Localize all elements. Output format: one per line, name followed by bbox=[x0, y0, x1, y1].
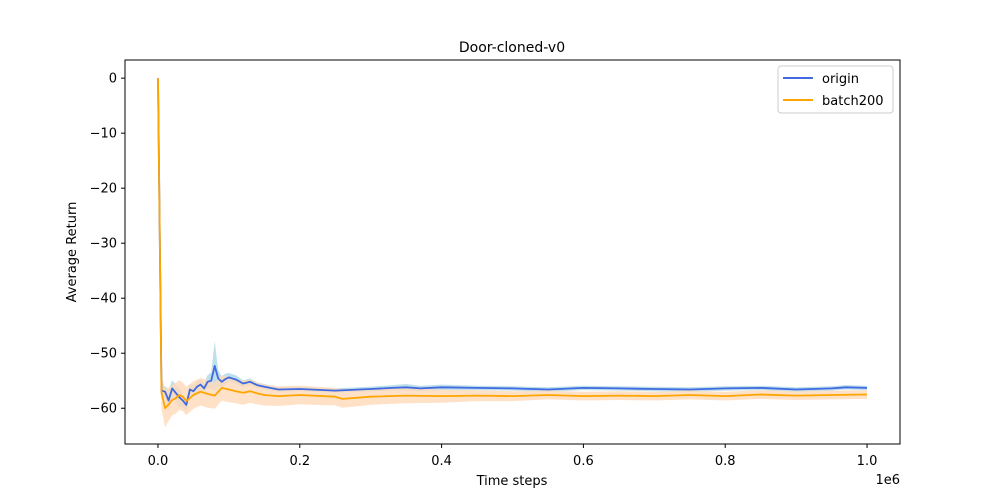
legend-label-batch200: batch200 bbox=[822, 94, 884, 109]
y-tick-label: −30 bbox=[90, 237, 117, 252]
band-batch200 bbox=[158, 78, 867, 428]
legend: origin batch200 bbox=[777, 65, 894, 114]
x-tick-label: 1.0 bbox=[857, 454, 878, 469]
x-tick-label: 0.2 bbox=[289, 454, 310, 469]
x-tick-label: 0.8 bbox=[715, 454, 736, 469]
y-tick-label: 0 bbox=[109, 72, 117, 87]
x-tick-label: 0.0 bbox=[148, 454, 169, 469]
series-line-origin bbox=[157, 78, 868, 406]
x-tick-label: 0.4 bbox=[431, 454, 452, 469]
y-tick-label: −60 bbox=[90, 402, 117, 417]
y-axis-label: Average Return bbox=[65, 202, 80, 303]
y-tick-label: −10 bbox=[90, 127, 117, 142]
y-tick-label: −40 bbox=[90, 292, 117, 307]
plot-frame bbox=[124, 59, 901, 445]
series-lines bbox=[157, 78, 868, 410]
x-axis-label: Time steps bbox=[476, 474, 548, 489]
y-tick-label: −50 bbox=[90, 347, 117, 362]
x-axis-ticks: 0.0 0.2 0.4 0.6 0.8 1.0 bbox=[148, 444, 878, 469]
confidence-bands bbox=[158, 78, 867, 428]
legend-label-origin: origin bbox=[822, 72, 859, 87]
x-axis-offset-label: 1e6 bbox=[875, 473, 900, 488]
y-tick-label: −20 bbox=[90, 182, 117, 197]
series-line-batch200 bbox=[157, 78, 868, 410]
y-axis-ticks: 0 −10 −20 −30 −40 −50 −60 bbox=[90, 72, 125, 417]
x-tick-label: 0.6 bbox=[573, 454, 594, 469]
chart-title: Door-cloned-v0 bbox=[459, 40, 565, 56]
